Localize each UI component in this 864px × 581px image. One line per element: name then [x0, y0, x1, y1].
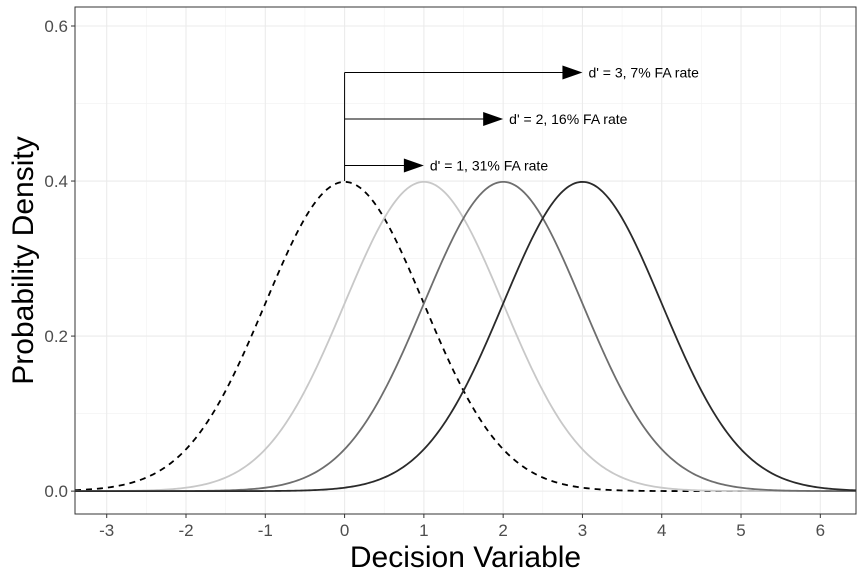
annotation-arrowhead	[562, 65, 583, 80]
annotation-label: d' = 2, 16% FA rate	[509, 111, 627, 127]
y-axis-ticks: 0.0 0.2 0.4 0.6	[44, 17, 75, 501]
panel-border	[74, 6, 857, 515]
annotation-label: d' = 3, 7% FA rate	[588, 65, 699, 81]
x-tick-label: -1	[258, 521, 273, 540]
y-tick-label: 0.0	[44, 482, 68, 501]
x-tick-label: 4	[657, 521, 666, 540]
x-tick-label: -3	[99, 521, 114, 540]
panel-background	[75, 7, 856, 514]
x-tick-label: -2	[178, 521, 193, 540]
annotations: d' = 1, 31% FA rate d' = 2, 16% FA rate d'…	[344, 65, 699, 182]
x-tick-label: 2	[498, 521, 507, 540]
y-axis-title: Probability Density	[7, 136, 40, 384]
x-tick-label: 1	[419, 521, 428, 540]
x-axis-ticks: -3 -2 -1 0 1 2 3 4 5 6	[99, 514, 825, 540]
y-tick-label: 0.2	[44, 327, 68, 346]
annotation-arrowhead	[403, 158, 424, 173]
x-tick-label: 3	[578, 521, 587, 540]
x-tick-label: 0	[340, 521, 349, 540]
y-tick-label: 0.6	[44, 17, 68, 36]
density-curves	[74, 180, 857, 493]
annotation-label: d' = 1, 31% FA rate	[430, 158, 548, 174]
density-curve-2	[75, 180, 856, 493]
x-axis-title: Decision Variable	[350, 541, 581, 574]
x-tick-label: 5	[736, 521, 745, 540]
y-tick-label: 0.4	[44, 172, 68, 191]
density-curve-4	[75, 180, 857, 493]
x-tick-label: 6	[816, 521, 825, 540]
annotation-arrowhead	[483, 112, 504, 127]
